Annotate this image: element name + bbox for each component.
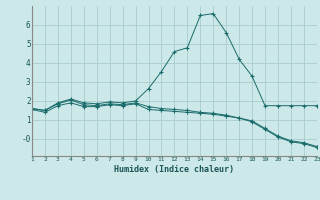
X-axis label: Humidex (Indice chaleur): Humidex (Indice chaleur): [115, 165, 234, 174]
